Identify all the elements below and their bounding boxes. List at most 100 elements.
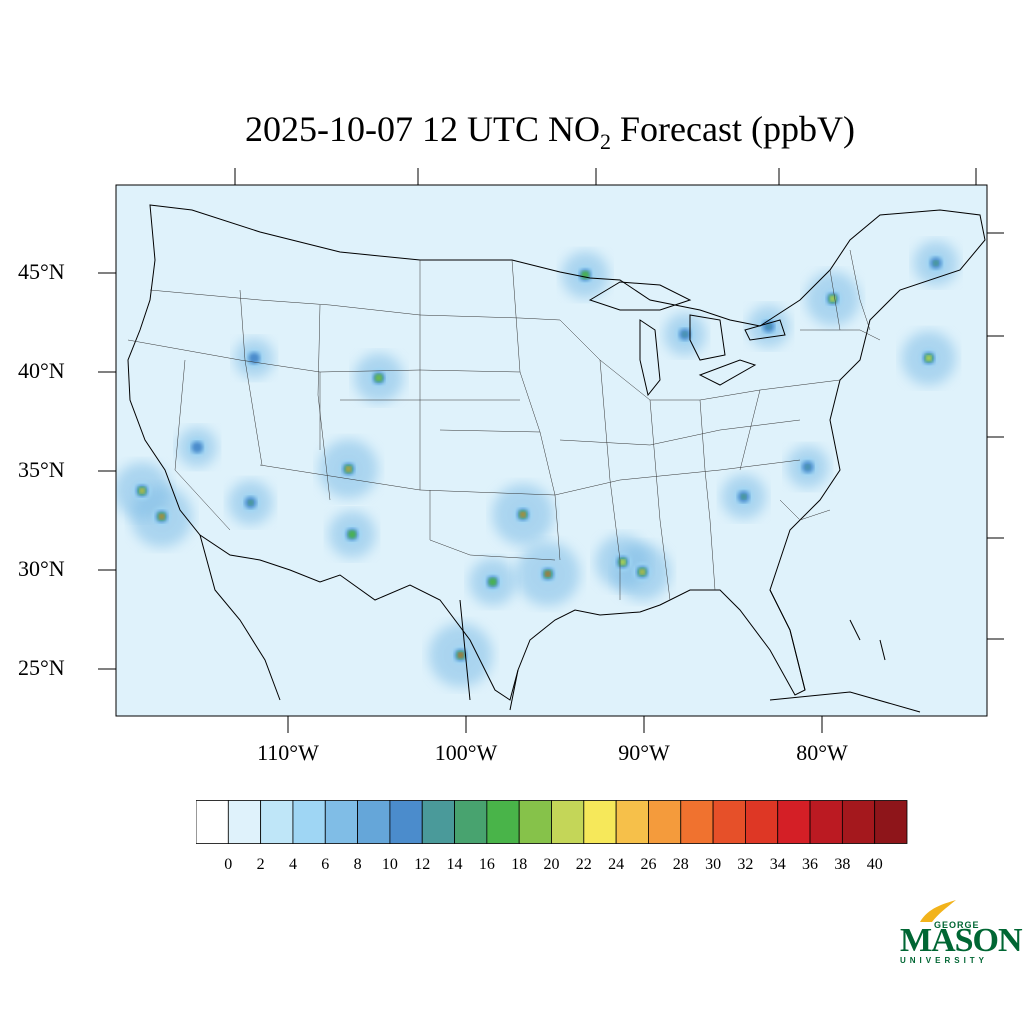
hotspot-baton-rouge (613, 553, 632, 572)
lat-label-45: 45°N (18, 259, 65, 284)
cuba-coast (769, 691, 921, 713)
hotspot-atlanta (734, 487, 753, 506)
colorbar-tick-36: 36 (802, 856, 818, 873)
lake-erie (698, 359, 757, 386)
lake-huron (689, 314, 726, 361)
colorbar-box-17 (745, 800, 779, 844)
hotspot-san-antonio (483, 572, 502, 591)
state-lines (127, 249, 881, 601)
colorbar-tick-28: 28 (672, 856, 689, 873)
colorbar-box-6 (389, 800, 423, 844)
title-rest: Forecast (ppbV) (611, 109, 855, 149)
logo-flame-icon (920, 900, 956, 922)
colorbar-box-14 (648, 800, 682, 844)
mexico-gulf-coast (459, 599, 519, 711)
us-outline (127, 204, 986, 701)
colorbar-box-8 (454, 800, 488, 844)
colorbar-box-2 (260, 800, 294, 844)
lat-label-35: 35°N (18, 457, 65, 482)
hotspot-minneapolis (576, 265, 595, 284)
colorbar-box-5 (357, 800, 391, 844)
lat-label-30: 30°N (18, 556, 65, 581)
colorbar-box-20 (841, 800, 876, 844)
title-main: 2025-10-07 12 UTC NO (245, 109, 601, 149)
hotspot-montreal (926, 254, 945, 273)
colorbar-box-15 (680, 800, 714, 844)
logo-george-text: GEORGE (934, 920, 980, 930)
logo-university-text: UNIVERSITY (900, 956, 989, 965)
colorbar-tick-20: 20 (543, 856, 560, 873)
colorbar-tick-18: 18 (511, 856, 528, 873)
hotspot-denver (369, 368, 388, 387)
hotspot-calgary (206, 145, 224, 163)
hotspot-monterrey (451, 646, 470, 665)
lon-label-100w: 100°W (434, 740, 498, 765)
colorbar-tick-30: 30 (705, 856, 722, 873)
hotspot-dallas (513, 505, 532, 524)
colorbar-tick-24: 24 (608, 856, 625, 873)
hotspot-el-paso (343, 525, 362, 544)
gmu-logo: GEORGE MASON UNIVERSITY (898, 898, 1023, 968)
hotspot-los-angeles (133, 481, 152, 500)
colorbar-box-12 (583, 800, 617, 844)
colorbar-tick-4: 4 (289, 856, 297, 873)
hotspot-new-orleans (633, 562, 652, 581)
hotspot-toronto (823, 289, 842, 308)
colorbar-tick-40: 40 (866, 856, 883, 873)
haze-calgary (193, 132, 238, 177)
colorbar-box-4 (324, 800, 358, 844)
colorbar-box-16 (712, 800, 746, 844)
lat-label-40: 40°N (18, 358, 65, 383)
haze-san-francisco (47, 394, 94, 441)
colorbar-tick-10: 10 (381, 856, 398, 873)
lat-label-25: 25°N (18, 655, 65, 680)
colorbar-box-18 (777, 800, 811, 844)
lake-michigan (639, 319, 661, 397)
colorbar-tick-38: 38 (834, 856, 851, 873)
hotspot-albuquerque (339, 460, 358, 479)
colorbar-tick-26: 26 (640, 856, 657, 873)
colorbar-box-19 (809, 800, 843, 844)
lon-label-80w: 80°W (796, 740, 848, 765)
hotspot-san-francisco (62, 409, 80, 427)
lake-ontario (744, 319, 786, 341)
map-title: 2025-10-07 12 UTC NO2 Forecast (ppbV) (0, 108, 1024, 155)
map-frame (115, 184, 988, 717)
colorbar-tick-0: 0 (224, 856, 233, 873)
colorbar-box-11 (551, 800, 585, 844)
colorbar-tick-16: 16 (478, 856, 495, 873)
hotspot-charlotte (798, 458, 817, 477)
hotspot-houston (538, 564, 557, 583)
colorbar-box-1 (227, 800, 262, 844)
colorbar-box-9 (486, 800, 520, 844)
lon-label-90w: 90°W (618, 740, 670, 765)
colorbar-box-21 (874, 800, 908, 844)
coastline-and-borders (127, 204, 986, 713)
hotspot-chicago (675, 325, 694, 344)
colorbar (196, 800, 908, 844)
title-subscript: 2 (600, 129, 612, 155)
lake-superior (588, 281, 692, 311)
baja-coast (199, 534, 281, 701)
hotspot-salt-lake (245, 349, 264, 368)
hotspot-phoenix (241, 493, 260, 512)
logo-mason-text: MASON (900, 922, 1023, 959)
colorbar-tick-8: 8 (353, 856, 362, 873)
colorbar-tick-2: 2 (256, 856, 265, 873)
colorbar-box-10 (518, 800, 552, 844)
colorbar-tick-32: 32 (737, 856, 754, 873)
colorbar-box-3 (292, 800, 326, 844)
colorbar-tick-22: 22 (575, 856, 592, 873)
florida-peninsula (769, 589, 806, 691)
colorbar-box-0 (196, 800, 229, 844)
colorbar-box-13 (615, 800, 649, 844)
colorbar-tick-14: 14 (446, 856, 463, 873)
hotspot-san-diego (152, 507, 171, 526)
colorbar-box-7 (421, 800, 455, 844)
colorbar-tick-6: 6 (321, 856, 330, 873)
hotspot-las-vegas (188, 438, 207, 457)
colorbar-tick-34: 34 (769, 856, 786, 873)
axis-ticks (98, 168, 1004, 733)
colorbar-tick-12: 12 (414, 856, 431, 873)
